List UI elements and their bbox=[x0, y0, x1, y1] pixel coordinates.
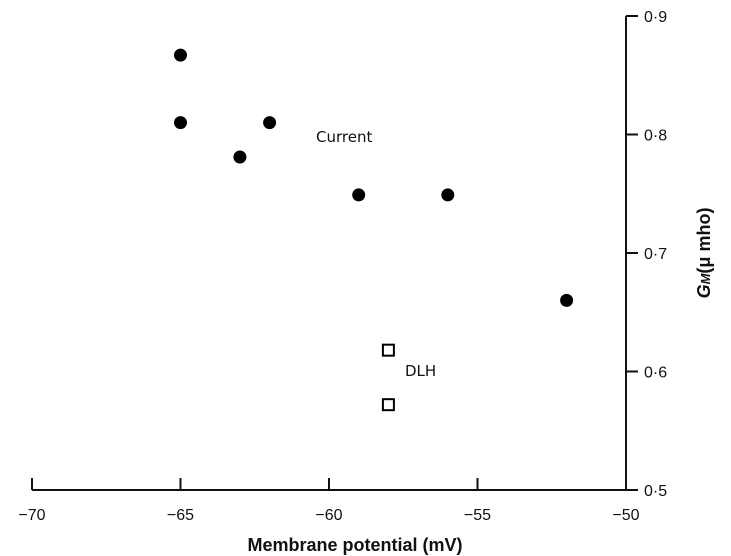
x-tick-label: −60 bbox=[315, 507, 342, 524]
data-point-current bbox=[441, 188, 455, 202]
x-tick-label: −50 bbox=[612, 507, 639, 524]
y-tick-label: 0·6 bbox=[644, 365, 667, 382]
data-point-current bbox=[233, 150, 247, 164]
y-ticks: 0·5 0·6 0·7 0·8 0·9 bbox=[626, 9, 667, 500]
x-axis-title: Membrane potential (mV) bbox=[247, 535, 462, 555]
data-points bbox=[174, 48, 574, 412]
data-point-current bbox=[560, 293, 574, 307]
y-axis-title-rest: (μ mho) bbox=[694, 208, 714, 274]
x-tick-label: −65 bbox=[167, 507, 194, 524]
series-label-current: Current bbox=[316, 128, 372, 146]
x-ticks: −70 −65 −60 −55 −50 bbox=[18, 478, 640, 524]
series-label-dlh: DLH bbox=[405, 362, 436, 380]
data-point-dlh bbox=[381, 398, 395, 412]
y-axis-title: GM(μ mho) bbox=[694, 208, 714, 299]
x-tick-label: −55 bbox=[464, 507, 491, 524]
y-tick-label: 0·9 bbox=[644, 9, 667, 26]
y-tick-label: 0·7 bbox=[644, 246, 667, 263]
data-point-current bbox=[174, 48, 187, 62]
y-axis-title-main: G bbox=[694, 284, 714, 298]
data-point-current bbox=[352, 188, 366, 202]
data-point-dlh bbox=[381, 343, 395, 357]
svg-text:GM(μ mho): GM(μ mho) bbox=[694, 208, 714, 299]
y-axis-title-sub: M bbox=[698, 272, 713, 284]
data-point-current bbox=[174, 116, 187, 130]
data-point-current bbox=[263, 116, 277, 130]
y-tick-label: 0·5 bbox=[644, 483, 667, 500]
y-tick-label: 0·8 bbox=[644, 128, 667, 145]
x-tick-label: −70 bbox=[18, 507, 45, 524]
